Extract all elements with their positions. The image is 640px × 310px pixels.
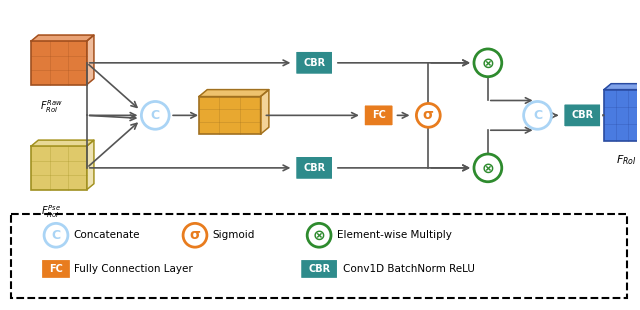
Text: C: C: [51, 229, 61, 242]
Polygon shape: [87, 140, 94, 190]
Text: $F_{RoI}^{Raw}$: $F_{RoI}^{Raw}$: [40, 99, 63, 115]
Circle shape: [524, 101, 552, 129]
Text: CBR: CBR: [571, 110, 593, 120]
FancyBboxPatch shape: [31, 146, 87, 190]
Text: Sigmoid: Sigmoid: [213, 230, 255, 240]
Text: FC: FC: [49, 264, 63, 274]
Text: CBR: CBR: [303, 58, 325, 68]
Text: ⊗: ⊗: [313, 228, 326, 243]
FancyBboxPatch shape: [300, 259, 338, 279]
Text: FC: FC: [372, 110, 386, 120]
Polygon shape: [31, 35, 94, 41]
Text: ⊗: ⊗: [481, 55, 494, 70]
FancyBboxPatch shape: [563, 104, 601, 127]
Text: Concatenate: Concatenate: [74, 230, 140, 240]
Text: C: C: [150, 109, 160, 122]
Text: $F_{RoI}$: $F_{RoI}$: [616, 153, 636, 167]
FancyBboxPatch shape: [31, 41, 87, 85]
Text: σ: σ: [423, 108, 434, 122]
Circle shape: [183, 224, 207, 247]
Text: Element-wise Multiply: Element-wise Multiply: [337, 230, 452, 240]
Circle shape: [417, 104, 440, 127]
Polygon shape: [87, 35, 94, 85]
Text: C: C: [533, 109, 542, 122]
Text: ⊗: ⊗: [481, 160, 494, 175]
FancyBboxPatch shape: [295, 51, 333, 75]
FancyBboxPatch shape: [199, 96, 260, 134]
FancyBboxPatch shape: [12, 215, 627, 298]
Text: Conv1D BatchNorm ReLU: Conv1D BatchNorm ReLU: [343, 264, 475, 274]
Text: σ: σ: [189, 228, 200, 242]
FancyBboxPatch shape: [295, 156, 333, 180]
Polygon shape: [260, 90, 269, 134]
Circle shape: [474, 154, 502, 182]
FancyBboxPatch shape: [604, 90, 640, 141]
Circle shape: [141, 101, 169, 129]
Text: Fully Connection Layer: Fully Connection Layer: [74, 264, 193, 274]
Circle shape: [474, 49, 502, 77]
Polygon shape: [31, 140, 94, 146]
Circle shape: [307, 224, 331, 247]
FancyBboxPatch shape: [41, 259, 71, 279]
Circle shape: [44, 224, 68, 247]
Text: $F_{RoI}^{Pse}$: $F_{RoI}^{Pse}$: [41, 204, 61, 220]
FancyBboxPatch shape: [364, 104, 394, 126]
Text: CBR: CBR: [308, 264, 330, 274]
Polygon shape: [199, 90, 269, 96]
Text: CBR: CBR: [303, 163, 325, 173]
Polygon shape: [604, 84, 640, 90]
